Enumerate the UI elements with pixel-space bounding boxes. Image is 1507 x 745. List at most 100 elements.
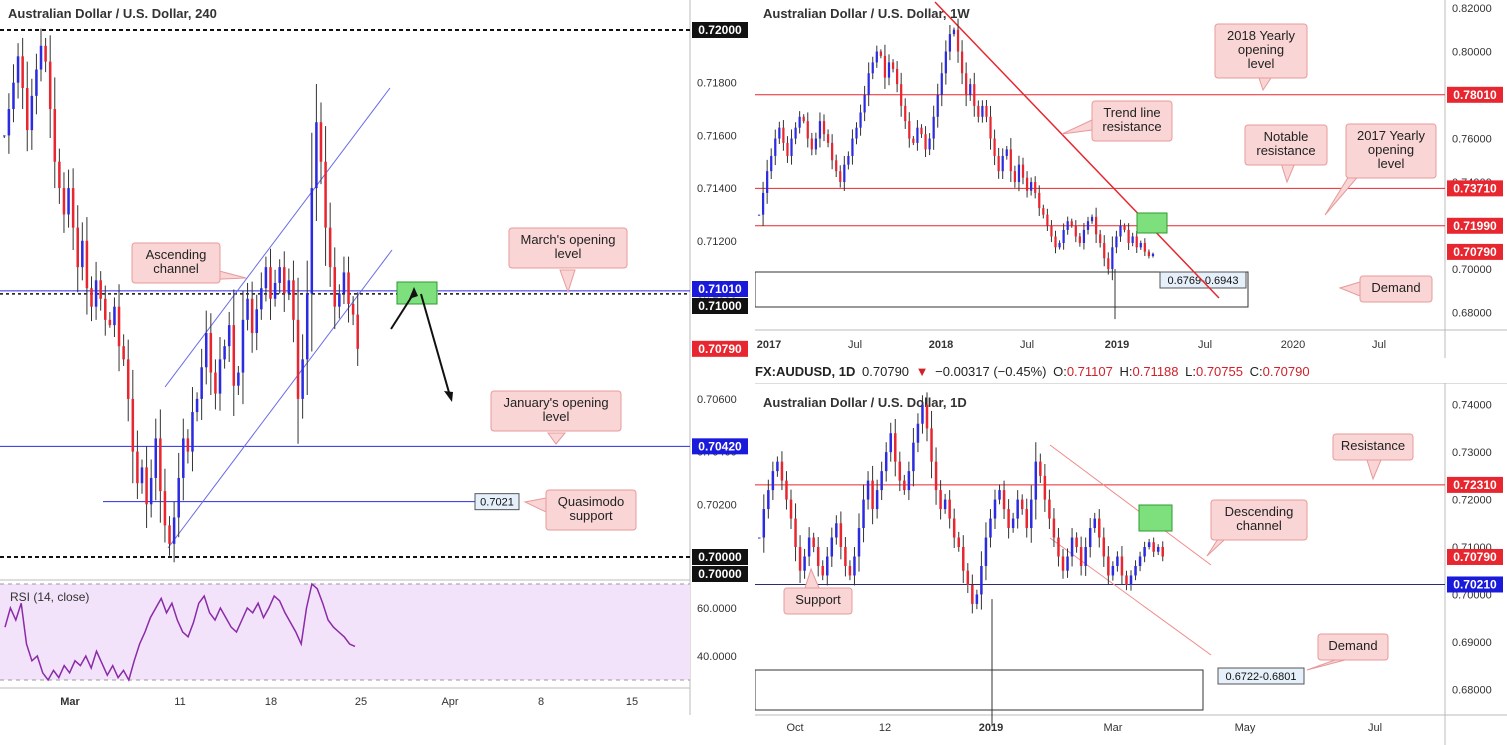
candle-weekly-candle bbox=[863, 95, 866, 113]
candle-daily-candle bbox=[1002, 490, 1006, 510]
y-tick-daily: 0.73000 bbox=[1452, 447, 1492, 459]
candle-daily-candle bbox=[943, 499, 947, 510]
arrow-down-line bbox=[420, 293, 451, 397]
candle-weekly-candle bbox=[960, 51, 964, 74]
rsi-title: RSI (14, close) bbox=[10, 590, 89, 604]
callout-descending-channel-text: Descending bbox=[1225, 504, 1294, 519]
y-tick-weekly: 0.68000 bbox=[1452, 308, 1492, 320]
candle-4h-candle bbox=[44, 45, 47, 62]
channel-upper bbox=[164, 87, 391, 388]
callout-2018-yearly-open-text: level bbox=[1248, 56, 1275, 71]
chart-daily[interactable]: Australian Dollar / U.S. Dollar, 1D 0.740… bbox=[755, 383, 1507, 745]
x-tick-daily: 12 bbox=[879, 722, 891, 734]
candle-daily-candle bbox=[794, 518, 797, 548]
candle-weekly-candle bbox=[1143, 242, 1146, 252]
candle-4h-candle bbox=[149, 477, 153, 505]
candle-weekly-candle bbox=[806, 121, 809, 139]
candle-weekly-candle bbox=[839, 171, 842, 183]
candle-daily-candle bbox=[1079, 547, 1083, 566]
price-tag-daily-bg bbox=[1447, 576, 1503, 593]
chart-weekly[interactable]: Australian Dollar / U.S. Dollar, 1W 0.820… bbox=[755, 0, 1507, 358]
candle-daily-candle bbox=[903, 480, 906, 491]
y-tick-4h: 0.70200 bbox=[697, 499, 737, 511]
price-tag-weekly-bg bbox=[1447, 243, 1503, 260]
candle-4h-candle bbox=[48, 61, 52, 110]
candle-weekly-candle bbox=[997, 155, 1000, 172]
callout-notable-resistance-text: resistance bbox=[1256, 143, 1315, 158]
candle-daily-candle bbox=[1134, 565, 1137, 576]
close-value: 0.70790 bbox=[1262, 364, 1310, 379]
candle-daily-candle bbox=[1138, 556, 1142, 566]
candle-4h-candle bbox=[126, 359, 130, 399]
candle-weekly-candle bbox=[1082, 229, 1086, 243]
candle-weekly-candle bbox=[948, 34, 952, 52]
chart-title-4h: Australian Dollar / U.S. Dollar, 240 bbox=[8, 6, 217, 21]
callout-trend-line-text: Trend line bbox=[1103, 105, 1160, 120]
candle-4h-candle bbox=[177, 477, 180, 518]
candle-daily-candle bbox=[1034, 461, 1038, 500]
candle-daily-candle bbox=[884, 452, 888, 472]
candle-weekly-candle bbox=[1135, 236, 1138, 248]
channel-lower bbox=[167, 249, 393, 549]
candle-4h-candle bbox=[122, 346, 125, 360]
candle-weekly-candle bbox=[891, 62, 895, 69]
candle-4h-candle bbox=[117, 306, 121, 347]
candle-daily-candle bbox=[1161, 547, 1164, 557]
candle-daily-candle bbox=[1007, 509, 1010, 529]
candle-daily-candle bbox=[826, 556, 829, 576]
candle-daily-candle bbox=[934, 461, 938, 491]
candle-4h-candle bbox=[273, 282, 277, 299]
candle-daily-candle bbox=[925, 404, 929, 429]
x-tick-4h: Mar bbox=[60, 696, 80, 708]
candle-daily-candle bbox=[1152, 542, 1155, 552]
candle-4h-candle bbox=[255, 309, 258, 334]
x-tick-weekly: 2018 bbox=[929, 339, 953, 351]
x-tick-4h: 25 bbox=[355, 696, 367, 708]
chart-4h-panel[interactable]: Australian Dollar / U.S. Dollar, 240 0.72… bbox=[0, 0, 750, 715]
candle-weekly-candle bbox=[790, 138, 793, 156]
chart-4h[interactable]: Australian Dollar / U.S. Dollar, 240 0.72… bbox=[0, 0, 750, 715]
candle-weekly-candle bbox=[900, 84, 903, 106]
candle-weekly-candle bbox=[879, 51, 882, 56]
candle-4h-candle bbox=[186, 438, 190, 452]
candle-4h-candle bbox=[145, 467, 148, 505]
candle-daily-candle bbox=[839, 523, 843, 548]
callout-2017-yearly-open-box bbox=[1345, 123, 1437, 179]
price-tag-daily-bg bbox=[1447, 476, 1503, 493]
price-tag-weekly: 0.73710 bbox=[1453, 181, 1497, 195]
candle-4h-candle bbox=[39, 45, 43, 70]
candle-4h-candle bbox=[218, 359, 222, 394]
candle-weekly-candle bbox=[989, 116, 992, 139]
candle-4h-candle bbox=[246, 298, 249, 320]
candle-4h-candle bbox=[53, 109, 57, 162]
x-tick-weekly: 2017 bbox=[757, 339, 781, 351]
candle-daily-candle bbox=[857, 528, 861, 557]
chart-daily-panel[interactable]: Australian Dollar / U.S. Dollar, 1D 0.740… bbox=[755, 383, 1507, 745]
candle-4h-candle bbox=[168, 525, 171, 544]
candle-4h-candle bbox=[214, 372, 217, 394]
callout-january-open-pointer bbox=[547, 432, 567, 445]
x-tick-daily: 2019 bbox=[979, 722, 1003, 734]
price-tag-4h: 0.71010 bbox=[698, 282, 742, 296]
candle-4h-candle bbox=[209, 333, 213, 373]
candle-daily-candle bbox=[921, 404, 924, 424]
candle-daily-candle bbox=[767, 490, 770, 510]
x-tick-4h: 8 bbox=[538, 696, 544, 708]
x-tick-weekly: 2020 bbox=[1281, 339, 1305, 351]
chart-weekly-panel[interactable]: Australian Dollar / U.S. Dollar, 1W 0.820… bbox=[755, 0, 1507, 358]
rsi-tick: 40.0000 bbox=[697, 651, 737, 663]
rsi-band bbox=[0, 584, 690, 680]
candle-4h-candle bbox=[7, 109, 11, 136]
candle-weekly-candle bbox=[1074, 225, 1077, 237]
candle-daily-candle bbox=[812, 537, 815, 548]
callout-support-daily: Support bbox=[783, 567, 853, 615]
callout-ascending-channel-box bbox=[131, 242, 221, 284]
candle-daily-candle bbox=[912, 442, 915, 472]
callout-2018-yearly-open-box bbox=[1214, 23, 1308, 79]
candle-daily-candle bbox=[980, 565, 983, 595]
price-tag-weekly: 0.71990 bbox=[1453, 219, 1497, 233]
candle-4h-candle bbox=[35, 69, 38, 96]
candle-4h-candle bbox=[85, 240, 89, 289]
candle-4h-candle bbox=[287, 280, 291, 294]
